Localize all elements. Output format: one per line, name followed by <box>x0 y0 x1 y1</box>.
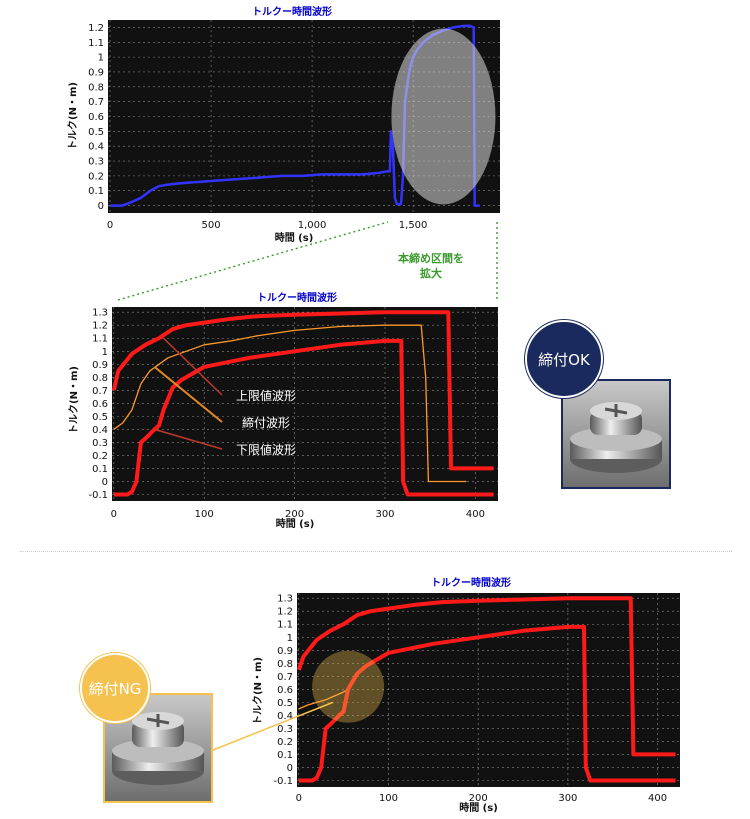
y-tick-label: 0 <box>98 201 104 212</box>
screw-photo-ok <box>561 379 671 489</box>
series-line-1 <box>111 310 494 471</box>
x-tick-label: 400 <box>648 793 667 804</box>
chart-3: トルクー時間波形-0.100.10.20.30.40.50.60.70.80.9… <box>252 576 680 814</box>
zoom-connector-left <box>117 221 389 301</box>
section-separator <box>20 551 732 552</box>
y-tick-label: 0.6 <box>88 112 104 123</box>
y-tick-label: 1.1 <box>88 38 104 49</box>
y-tick-label: 0.1 <box>92 464 108 475</box>
x-tick-label: 400 <box>466 509 485 520</box>
y-tick-label: 0.6 <box>92 399 108 410</box>
y-tick-label: 1.3 <box>92 308 108 319</box>
series-line-2 <box>113 324 467 483</box>
x-tick-label: 200 <box>469 793 488 804</box>
y-tick-label: 0.7 <box>277 672 293 683</box>
y-tick-label: 0.2 <box>92 451 108 462</box>
chart-title: トルクー時間波形 <box>257 291 337 304</box>
tag-upper-limit: 上限値波形 <box>235 388 296 403</box>
y-tick-label: 1.3 <box>277 594 293 605</box>
leader-upper <box>163 337 223 396</box>
zoom-note-line1: 本締め区間を <box>398 252 464 265</box>
y-tick-label: -0.1 <box>273 776 293 787</box>
y-tick-label: 0.3 <box>92 438 108 449</box>
y-tick-label: 1.2 <box>92 321 108 332</box>
leader-lower <box>154 428 223 450</box>
x-tick-label: 100 <box>379 793 398 804</box>
x-tick-label: 1,000 <box>298 220 327 231</box>
x-tick-label: 500 <box>202 220 221 231</box>
series-line-3 <box>113 338 494 497</box>
y-tick-label: 0.5 <box>277 698 293 709</box>
y-tick-label: 1 <box>287 633 293 644</box>
x-axis-label: 時間 (s) <box>275 231 314 244</box>
y-tick-label: -0.1 <box>88 490 108 501</box>
y-tick-label: 0.2 <box>88 171 104 182</box>
leader-tight <box>153 366 223 423</box>
zoom-note: 本締め区間を 拡大 <box>386 251 476 281</box>
x-tick-label: 300 <box>558 793 577 804</box>
y-tick-label: 0.9 <box>88 67 104 78</box>
y-axis-label: トルク(N・m) <box>252 657 264 725</box>
y-tick-label: 0.2 <box>277 737 293 748</box>
y-tick-label: 1.2 <box>88 23 104 34</box>
y-axis-label: トルク(N・m) <box>68 366 80 434</box>
y-tick-label: 0.9 <box>277 646 293 657</box>
y-tick-label: 1.1 <box>92 334 108 345</box>
x-tick-label: 0 <box>111 509 117 520</box>
x-tick-label: 300 <box>375 509 394 520</box>
x-tick-label: 100 <box>195 509 214 520</box>
y-tick-label: 0 <box>287 763 293 774</box>
y-tick-label: 0.4 <box>277 711 293 722</box>
series-line-3 <box>298 624 676 783</box>
chart-2: トルクー時間波形-0.100.10.20.30.40.50.60.70.80.9… <box>68 291 498 530</box>
x-tick-label: 1,500 <box>399 220 428 231</box>
y-tick-label: 0.3 <box>88 157 104 168</box>
series-line-1 <box>296 596 676 757</box>
screw-washer-photo-icon <box>105 695 211 801</box>
tag-lower-limit: 下限値波形 <box>235 442 296 457</box>
y-tick-label: 1 <box>98 53 104 64</box>
y-tick-label: 0.8 <box>88 82 104 93</box>
y-tick-label: 0.5 <box>88 127 104 138</box>
x-tick-label: 0 <box>296 793 302 804</box>
zoom-note-line2: 拡大 <box>420 267 442 280</box>
x-tick-label: 200 <box>285 509 304 520</box>
y-tick-label: 0 <box>102 477 108 488</box>
y-tick-label: 0.6 <box>277 685 293 696</box>
y-tick-label: 1.1 <box>277 620 293 631</box>
x-axis-label: 時間 (s) <box>276 517 315 530</box>
y-tick-label: 0.4 <box>88 142 104 153</box>
y-tick-label: 1.2 <box>277 607 293 618</box>
screw-washer-photo-icon <box>563 381 669 487</box>
series-line-2 <box>298 688 349 710</box>
x-tick-label: 0 <box>107 220 113 231</box>
ng-leader-line <box>207 701 334 753</box>
chart-title: トルクー時間波形 <box>431 576 511 589</box>
y-axis-label: トルク(N・m) <box>67 82 79 150</box>
y-tick-label: 1 <box>102 347 108 358</box>
y-tick-label: 0.3 <box>277 724 293 735</box>
y-tick-label: 0.9 <box>92 360 108 371</box>
y-tick-label: 0.1 <box>277 750 293 761</box>
zoom-highlight-ellipse <box>391 28 496 205</box>
tag-tightening: 締付波形 <box>241 415 290 430</box>
y-tick-label: 0.5 <box>92 412 108 423</box>
y-tick-label: 0.7 <box>88 97 104 108</box>
x-axis-label: 時間 (s) <box>459 801 498 814</box>
ng-highlight-circle <box>312 650 385 723</box>
badge-ok: 締付OK <box>525 320 603 398</box>
chart-title: トルクー時間波形 <box>252 5 332 18</box>
y-tick-label: 0.8 <box>277 659 293 670</box>
y-tick-label: 0.8 <box>92 373 108 384</box>
y-tick-label: 0.4 <box>92 425 108 436</box>
badge-ng: 締付NG <box>80 653 150 723</box>
y-tick-label: 0.1 <box>88 186 104 197</box>
y-tick-label: 0.7 <box>92 386 108 397</box>
